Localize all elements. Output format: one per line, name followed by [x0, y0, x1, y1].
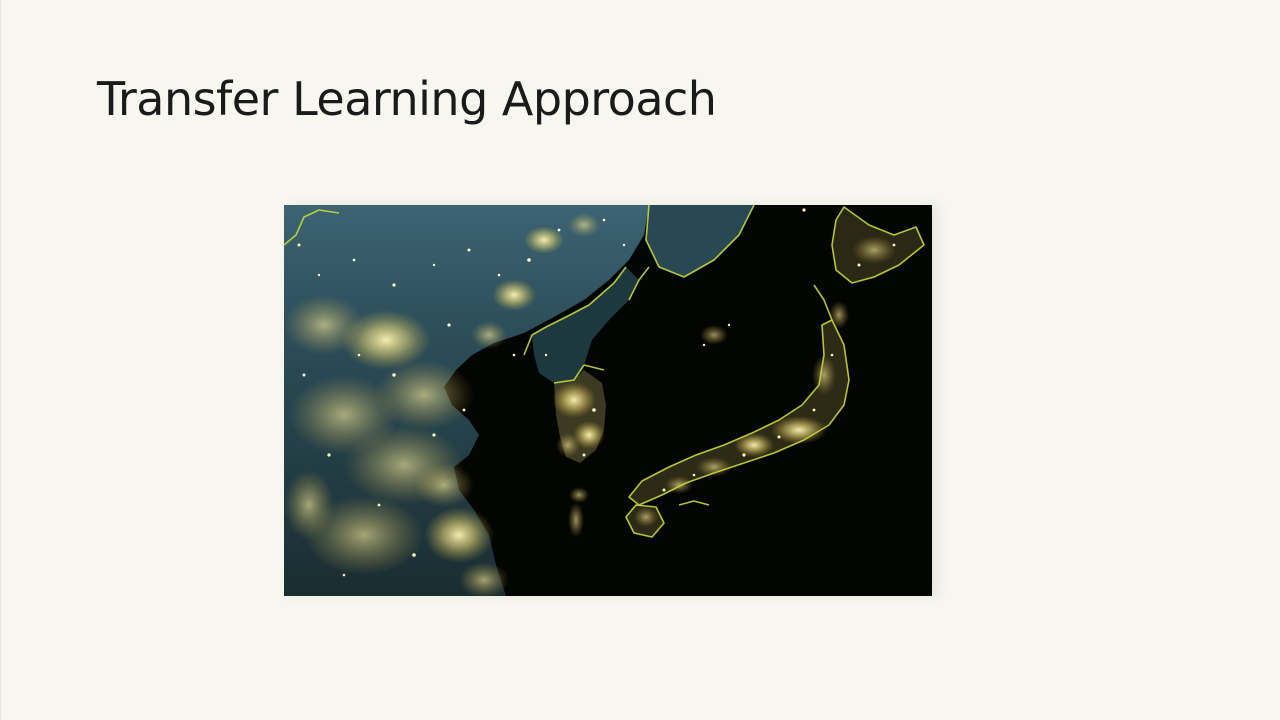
russia-far-east	[646, 205, 754, 277]
country-border-lines	[284, 205, 925, 538]
night-lights-satellite-image	[284, 205, 932, 596]
city-lights-mainland	[284, 213, 600, 596]
light-specks	[297, 208, 896, 577]
satellite-map-graphic	[284, 205, 932, 596]
city-lights-korea	[552, 382, 605, 538]
north-korea	[532, 267, 639, 383]
japan-honshu	[629, 320, 849, 505]
slide-title: Transfer Learning Approach	[97, 72, 717, 126]
